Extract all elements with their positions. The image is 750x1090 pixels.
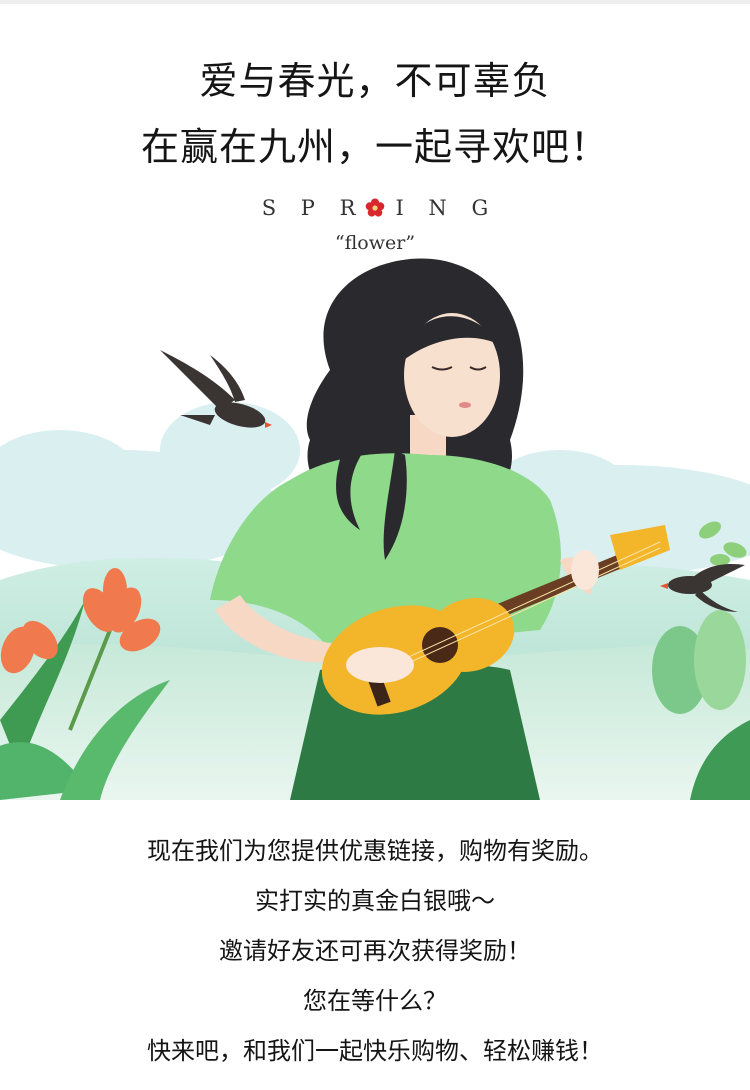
spring-letter: P: [300, 196, 315, 220]
headline-line-2: 在赢在九州，一起寻欢吧！: [140, 125, 609, 169]
swallow-bird-left: [160, 350, 272, 428]
flower-tagline: “flower”: [334, 232, 416, 254]
spring-letter: N: [428, 196, 447, 220]
right-plants: [652, 521, 750, 800]
promo-line: 快来吧，和我们一起快乐购物、轻松赚钱！: [147, 1037, 603, 1065]
promo-line: 现在我们为您提供优惠链接，购物有奖励。: [147, 837, 603, 865]
promo-line: 您在等什么？: [303, 987, 447, 1015]
swallow-bird-right: [660, 563, 745, 612]
left-flowers: [0, 568, 170, 800]
flower-icon: [366, 198, 385, 217]
promo-line: 邀请好友还可再次获得奖励！: [219, 937, 531, 965]
spring-letter: I: [395, 196, 404, 220]
top-divider: [0, 0, 750, 4]
promo-line: 实打实的真金白银哦～: [255, 887, 495, 915]
spring-letter: S: [261, 196, 277, 220]
spring-wordmark: S P R I N G: [0, 196, 750, 220]
spring-illustration: [0, 258, 750, 800]
spring-letter: R: [339, 196, 356, 220]
headline-line-1: 爱与春光，不可辜负: [199, 59, 551, 103]
spring-letter: G: [471, 196, 489, 220]
promo-text: 现在我们为您提供优惠链接，购物有奖励。 实打实的真金白银哦～ 邀请好友还可再次获…: [0, 826, 750, 1076]
